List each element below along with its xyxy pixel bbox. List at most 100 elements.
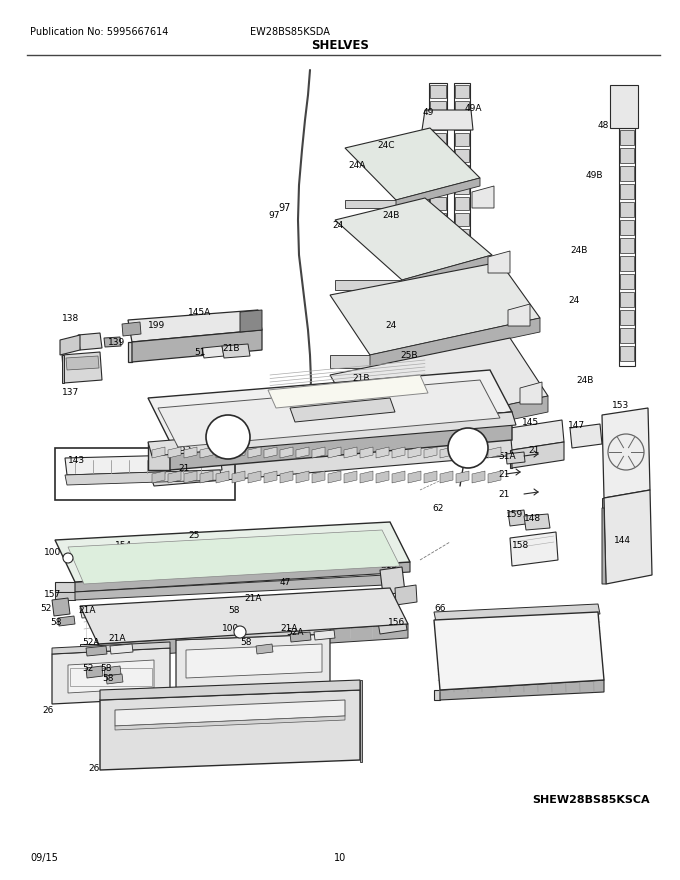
Text: 24: 24 xyxy=(568,296,579,304)
Text: 58: 58 xyxy=(240,637,252,647)
Text: 15: 15 xyxy=(221,432,235,442)
Polygon shape xyxy=(296,471,309,483)
Text: 148: 148 xyxy=(524,514,541,523)
Text: 144: 144 xyxy=(614,536,631,545)
Polygon shape xyxy=(148,438,518,486)
Text: 26: 26 xyxy=(42,706,53,715)
Text: 97: 97 xyxy=(279,203,291,213)
Text: 21B: 21B xyxy=(352,373,369,383)
Polygon shape xyxy=(240,310,262,332)
Text: 149: 149 xyxy=(320,393,337,402)
Polygon shape xyxy=(58,616,75,626)
Bar xyxy=(620,292,634,307)
Polygon shape xyxy=(376,471,389,483)
Bar xyxy=(430,229,446,242)
Polygon shape xyxy=(510,532,558,566)
Polygon shape xyxy=(216,471,229,483)
Text: 47B: 47B xyxy=(398,384,415,392)
Bar xyxy=(430,181,446,194)
Text: 25: 25 xyxy=(188,531,199,539)
Polygon shape xyxy=(328,471,341,483)
Text: 62: 62 xyxy=(432,503,443,512)
Polygon shape xyxy=(508,510,526,526)
Polygon shape xyxy=(62,352,102,383)
Text: 139: 139 xyxy=(108,338,125,347)
Polygon shape xyxy=(52,642,170,654)
Polygon shape xyxy=(296,447,309,458)
Polygon shape xyxy=(434,690,440,700)
Text: 97: 97 xyxy=(269,210,280,219)
Text: 24C: 24C xyxy=(377,141,395,150)
Circle shape xyxy=(234,626,246,638)
Bar xyxy=(455,181,469,194)
Bar xyxy=(620,238,634,253)
Bar xyxy=(455,213,469,226)
Polygon shape xyxy=(176,628,330,640)
Polygon shape xyxy=(75,562,410,592)
Polygon shape xyxy=(186,644,322,678)
Polygon shape xyxy=(314,630,335,640)
Polygon shape xyxy=(132,330,262,362)
Polygon shape xyxy=(115,700,345,726)
Polygon shape xyxy=(256,644,273,654)
Polygon shape xyxy=(524,514,550,530)
Polygon shape xyxy=(98,624,408,658)
Text: 143: 143 xyxy=(68,456,85,465)
Bar xyxy=(430,245,446,258)
Bar xyxy=(455,165,469,178)
Polygon shape xyxy=(184,447,197,458)
Polygon shape xyxy=(264,471,277,483)
Polygon shape xyxy=(222,344,250,358)
Text: 21: 21 xyxy=(528,445,539,454)
Polygon shape xyxy=(422,110,473,130)
Polygon shape xyxy=(52,598,70,616)
Polygon shape xyxy=(395,585,417,605)
Text: 159: 159 xyxy=(506,510,523,518)
Polygon shape xyxy=(104,337,121,347)
Bar xyxy=(455,117,469,130)
Text: 25B: 25B xyxy=(400,350,418,360)
Polygon shape xyxy=(106,674,123,684)
Text: 199: 199 xyxy=(148,320,165,329)
Text: 145: 145 xyxy=(522,417,539,427)
Polygon shape xyxy=(78,333,102,350)
Polygon shape xyxy=(472,447,485,458)
Polygon shape xyxy=(80,644,98,658)
Polygon shape xyxy=(344,471,357,483)
Bar xyxy=(430,101,446,114)
Bar xyxy=(430,197,446,210)
Polygon shape xyxy=(510,450,512,468)
Polygon shape xyxy=(290,632,311,642)
Bar xyxy=(455,277,469,290)
Text: 48: 48 xyxy=(598,121,609,129)
Text: EW28BS85KSDA: EW28BS85KSDA xyxy=(250,27,330,37)
Polygon shape xyxy=(602,508,606,584)
Polygon shape xyxy=(344,447,357,458)
Bar xyxy=(620,328,634,343)
Polygon shape xyxy=(360,471,373,483)
Bar xyxy=(620,130,634,145)
Polygon shape xyxy=(472,186,494,208)
Polygon shape xyxy=(128,310,262,342)
Polygon shape xyxy=(52,648,170,704)
Text: 138: 138 xyxy=(62,313,80,322)
Polygon shape xyxy=(80,606,110,618)
Polygon shape xyxy=(248,447,261,458)
Text: 52: 52 xyxy=(40,604,52,612)
Text: 21B: 21B xyxy=(222,343,239,353)
Polygon shape xyxy=(345,200,396,208)
Text: 58: 58 xyxy=(102,673,114,683)
Bar xyxy=(620,256,634,271)
Polygon shape xyxy=(244,604,261,614)
Polygon shape xyxy=(60,335,80,355)
Bar xyxy=(430,85,446,98)
Polygon shape xyxy=(360,447,373,458)
Polygon shape xyxy=(62,355,64,383)
Text: 156: 156 xyxy=(388,618,405,627)
Polygon shape xyxy=(508,304,530,326)
Polygon shape xyxy=(280,471,293,483)
Text: 24B: 24B xyxy=(382,210,399,219)
Polygon shape xyxy=(65,454,222,475)
Polygon shape xyxy=(392,447,405,458)
Text: 154: 154 xyxy=(115,540,132,549)
